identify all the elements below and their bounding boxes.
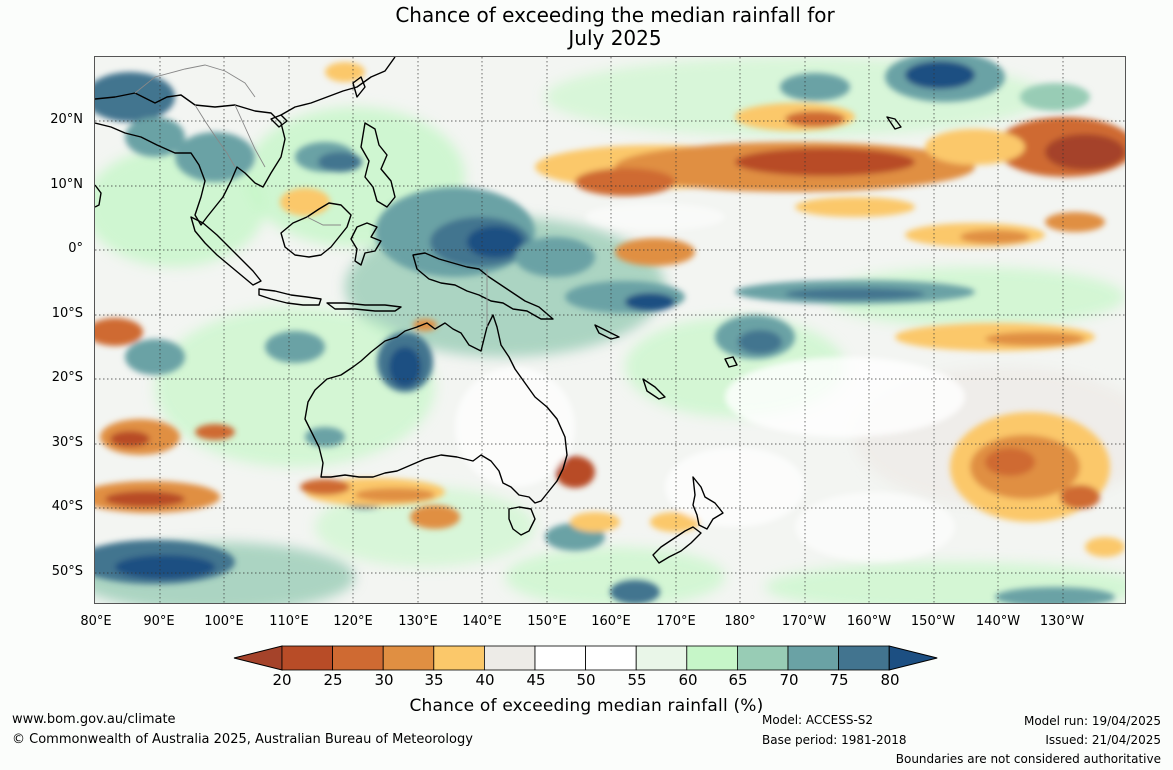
colorbar-tick-45: 45 [526, 671, 546, 689]
lat-label-10n: 10°N [50, 177, 83, 192]
colorbar-tick-75: 75 [829, 671, 849, 689]
lon-label-90e: 90°E [143, 614, 175, 629]
java-coastline [258, 288, 322, 306]
lon-label-150e: 150°E [527, 614, 567, 629]
rainfall-field-detail [95, 57, 1125, 603]
colorbar-title: Chance of exceeding median rainfall (%) [409, 696, 764, 716]
lon-label-170e: 170°E [656, 614, 696, 629]
colorbar-segment [281, 645, 333, 671]
colorbar-segment [635, 645, 688, 671]
colorbar-tick-50: 50 [576, 671, 596, 689]
colorbar-tick-60: 60 [678, 671, 698, 689]
lat-label-0: 0° [68, 241, 83, 256]
lon-label-120e: 120°E [333, 614, 373, 629]
political-borders [134, 64, 488, 327]
lon-label-110e: 110°E [269, 614, 309, 629]
copyright-text: © Commonwealth of Australia 2025, Austra… [12, 732, 473, 747]
new-guinea-coastline [412, 252, 554, 320]
colorbar-segment [382, 645, 435, 671]
lon-label-130e: 130°E [398, 614, 438, 629]
china-coast-coastline [280, 57, 396, 116]
hainan-coastline [270, 114, 288, 128]
colorbar-segment [483, 645, 536, 671]
title-line-1: Chance of exceeding the median rainfall … [395, 3, 835, 27]
sulawesi-coastline [350, 222, 382, 266]
tasmania-coastline [508, 506, 536, 536]
colorbar-segments [233, 645, 938, 671]
map-canvas [95, 57, 1125, 603]
colorbar-tick-65: 65 [728, 671, 748, 689]
solomon-islands-coastline [594, 324, 620, 340]
lon-label-140w: 140°W [975, 614, 1021, 629]
boundaries-disclaimer: Boundaries are not considered authoritat… [895, 752, 1161, 766]
colorbar-tick-70: 70 [779, 671, 799, 689]
lon-label-140e: 140°E [462, 614, 502, 629]
australia-coastline [304, 314, 568, 504]
fiji-coastline [724, 356, 738, 368]
colorbar-segment [585, 645, 637, 671]
colorbar-segment [332, 645, 384, 671]
lesser-sunda-coastline [326, 302, 402, 312]
colorbar-tick-35: 35 [424, 671, 444, 689]
map-title: Chance of exceeding the median rainfall … [0, 4, 1173, 50]
graticule [95, 57, 1125, 603]
lat-label-20s: 20°S [51, 370, 83, 385]
website-link[interactable]: www.bom.gov.au/climate [12, 712, 176, 727]
colorbar [233, 645, 938, 671]
lon-label-160e: 160°E [591, 614, 631, 629]
model-name: Model: ACCESS-S2 [762, 713, 874, 727]
colorbar-arrow-low [233, 645, 283, 671]
borneo-coastline [280, 202, 352, 258]
new-caledonia-coastline [642, 378, 666, 400]
colorbar-tick-55: 55 [627, 671, 647, 689]
colorbar-tick-25: 25 [323, 671, 343, 689]
lon-label-80e: 80°E [80, 614, 112, 629]
mainland-se-asia-coastline [95, 92, 286, 226]
rainfall-outlook-map [94, 56, 1126, 604]
colorbar-segment [838, 645, 890, 671]
lat-label-10s: 10°S [51, 306, 83, 321]
new-zealand-south-coastline [652, 526, 702, 564]
taiwan-coastline [352, 76, 366, 98]
lat-label-20n: 20°N [50, 112, 83, 127]
colorbar-segment [686, 645, 738, 671]
lon-label-180: 180° [724, 614, 756, 629]
lat-label-50s: 50°S [51, 564, 83, 579]
issued-date: Issued: 21/04/2025 [1045, 733, 1161, 747]
colorbar-segment [787, 645, 839, 671]
model-run-date: Model run: 19/04/2025 [1023, 714, 1161, 728]
lon-label-130w: 130°W [1039, 614, 1085, 629]
lon-label-150w: 150°W [910, 614, 956, 629]
title-line-2: July 2025 [568, 26, 662, 50]
lon-label-160w: 160°W [846, 614, 892, 629]
colorbar-arrow-high [888, 645, 938, 671]
lon-label-170w: 170°W [781, 614, 827, 629]
philippines-coastline [360, 122, 396, 208]
colorbar-segment [433, 645, 485, 671]
colorbar-segment [534, 645, 586, 671]
colorbar-segment [736, 645, 789, 671]
colorbar-tick-30: 30 [374, 671, 394, 689]
colorbar-tick-80: 80 [880, 671, 900, 689]
lon-label-100e: 100°E [204, 614, 244, 629]
hawaii-coastline [886, 116, 902, 130]
colorbar-tick-20: 20 [272, 671, 292, 689]
sumatra-coastline [190, 216, 262, 286]
sri-lanka-coastline [95, 184, 102, 208]
base-period: Base period: 1981-2018 [762, 733, 907, 747]
coastlines [95, 57, 902, 564]
lat-label-40s: 40°S [51, 499, 83, 514]
colorbar-tick-40: 40 [475, 671, 495, 689]
new-zealand-north-coastline [692, 476, 724, 530]
lat-label-30s: 30°S [51, 435, 83, 450]
